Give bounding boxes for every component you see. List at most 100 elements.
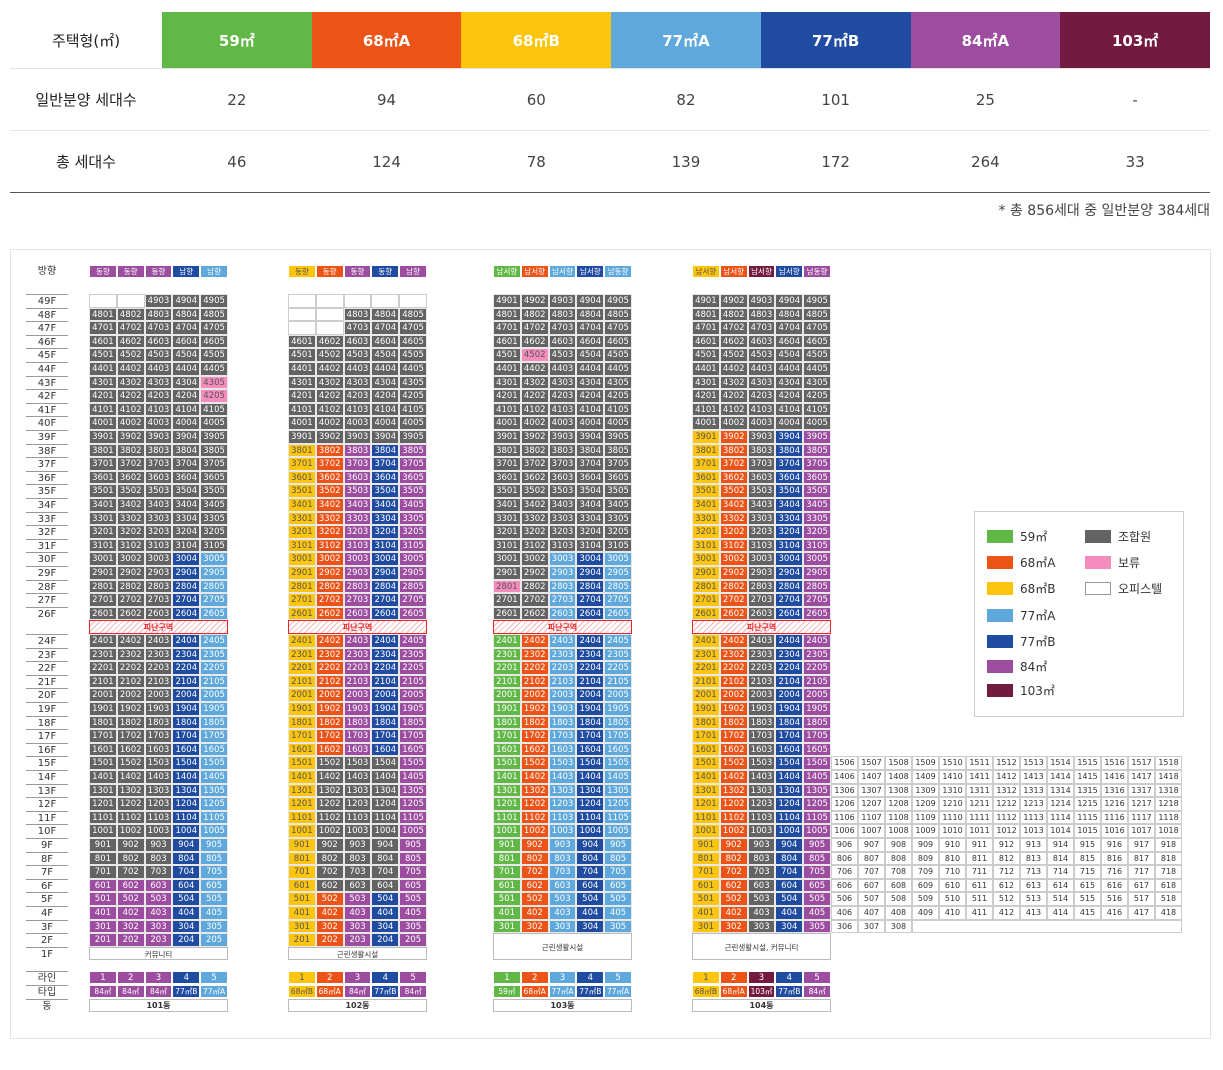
unit-cell[interactable]: 4002 [116,416,145,430]
unit-cell[interactable]: 3801 [288,443,316,458]
unit-cell[interactable]: 609 [912,878,939,893]
unit-cell[interactable]: 3003 [548,552,577,566]
unit-cell[interactable]: 3605 [604,470,632,485]
unit-cell[interactable]: 1503 [548,756,577,770]
unit-cell[interactable]: 2102 [315,674,344,689]
unit-cell[interactable]: 2302 [315,647,344,662]
unit-cell[interactable]: 3102 [520,538,549,553]
unit-cell[interactable]: 2803 [747,579,776,594]
unit-cell[interactable]: 3305 [803,511,831,526]
unit-cell[interactable]: 2204 [576,661,605,675]
unit-cell[interactable]: 408 [885,906,912,920]
unit-cell[interactable]: 1104 [371,810,400,825]
unit-cell[interactable]: 2301 [692,647,720,662]
unit-cell[interactable]: 301 [288,919,316,934]
unit-cell[interactable]: 2605 [604,606,632,621]
unit-cell[interactable]: 2901 [493,566,521,580]
unit-cell[interactable]: 2802 [116,579,145,594]
unit-cell[interactable]: 1505 [803,756,831,770]
unit-cell[interactable]: 3303 [747,511,776,526]
unit-cell[interactable]: 4602 [116,334,145,349]
unit-cell[interactable]: 4905 [200,294,228,308]
unit-cell[interactable]: 4601 [493,334,521,349]
unit-cell[interactable]: 2102 [719,674,748,689]
unit-cell[interactable]: 508 [885,892,912,906]
unit-cell[interactable]: 1904 [775,702,804,716]
unit-cell[interactable]: 1904 [576,702,605,716]
unit-cell[interactable]: 4403 [548,362,577,376]
unit-cell[interactable]: 3902 [315,430,344,444]
unit-cell[interactable]: 4004 [172,416,201,430]
unit-cell[interactable]: 1404 [775,770,804,784]
unit-cell[interactable]: 913 [1020,838,1047,852]
unit-cell[interactable]: 4005 [604,416,632,430]
unit-cell[interactable]: 503 [343,892,372,906]
unit-cell[interactable]: 608 [885,878,912,893]
unit-cell[interactable]: 1202 [315,797,344,811]
unit-cell[interactable]: 3305 [604,511,632,526]
unit-cell[interactable]: 703 [144,865,173,879]
unit-cell[interactable]: 403 [343,906,372,920]
unit-cell[interactable]: 2902 [719,566,748,580]
unit-cell[interactable]: 4201 [493,389,521,403]
unit-cell[interactable]: 1315 [1074,783,1101,798]
unit-cell[interactable]: 1701 [288,729,316,743]
unit-cell[interactable]: 906 [831,838,858,852]
unit-cell[interactable]: 3405 [604,498,632,512]
unit-cell[interactable]: 902 [520,838,549,852]
unit-cell[interactable]: 403 [747,906,776,920]
unit-cell[interactable]: 4102 [315,402,344,417]
unit-cell[interactable]: 1901 [89,702,117,716]
unit-cell[interactable]: 1004 [775,824,804,838]
unit-cell[interactable]: 303 [747,919,776,934]
unit-cell[interactable]: 1217 [1128,797,1155,811]
unit-cell[interactable]: 4004 [371,416,400,430]
unit-cell[interactable]: 2802 [520,579,549,594]
unit-cell[interactable]: 809 [912,851,939,866]
unit-cell[interactable]: 3303 [343,511,372,526]
unit-cell[interactable]: 514 [1047,892,1074,906]
unit-cell[interactable]: 1002 [116,824,145,838]
unit-cell[interactable]: 914 [1047,838,1074,852]
unit-cell[interactable]: 3904 [775,430,804,444]
unit-cell[interactable]: 1214 [1047,797,1074,811]
unit-cell[interactable]: 1305 [200,783,228,798]
unit-cell[interactable]: 4803 [343,307,372,322]
unit-cell[interactable]: 1905 [399,702,427,716]
unit-cell[interactable]: 2604 [371,606,400,621]
unit-cell[interactable]: 3603 [144,470,173,485]
unit-cell[interactable]: 4303 [747,375,776,390]
unit-cell[interactable]: 803 [747,851,776,866]
unit-cell[interactable]: 601 [493,878,521,893]
unit-cell[interactable]: 2405 [803,634,831,648]
unit-cell[interactable]: 1514 [1047,756,1074,770]
unit-cell[interactable]: 204 [172,933,201,947]
unit-cell[interactable]: 1402 [719,770,748,784]
unit-cell[interactable]: 4605 [803,334,831,349]
unit-cell[interactable]: 509 [912,892,939,906]
unit-cell[interactable]: 4002 [520,416,549,430]
unit-cell[interactable]: 601 [288,878,316,893]
unit-cell[interactable]: 3201 [89,525,117,539]
unit-cell[interactable]: 202 [116,933,145,947]
unit-cell[interactable]: 3503 [343,484,372,498]
unit-cell[interactable]: 2603 [343,606,372,621]
unit-cell[interactable]: 1003 [548,824,577,838]
unit-cell[interactable]: 402 [116,906,145,920]
unit-cell[interactable]: 3604 [576,470,605,485]
unit-cell[interactable]: 1505 [200,756,228,770]
unit-cell[interactable]: 4804 [775,307,804,322]
unit-cell[interactable]: 1705 [399,729,427,743]
unit-cell[interactable]: 3604 [172,470,201,485]
unit-cell[interactable]: 4803 [747,307,776,322]
unit-cell[interactable]: 603 [548,878,577,893]
unit-cell[interactable]: 2104 [576,674,605,689]
unit-cell[interactable]: 4305 [604,375,632,390]
unit-cell[interactable]: 810 [939,851,966,866]
unit-cell[interactable]: 3603 [343,470,372,485]
unit-cell[interactable]: 2101 [493,674,521,689]
unit-cell[interactable]: 4405 [200,362,228,376]
unit-cell[interactable]: 1504 [371,756,400,770]
unit-cell[interactable]: 4201 [692,389,720,403]
unit-cell[interactable]: 516 [1101,892,1128,906]
